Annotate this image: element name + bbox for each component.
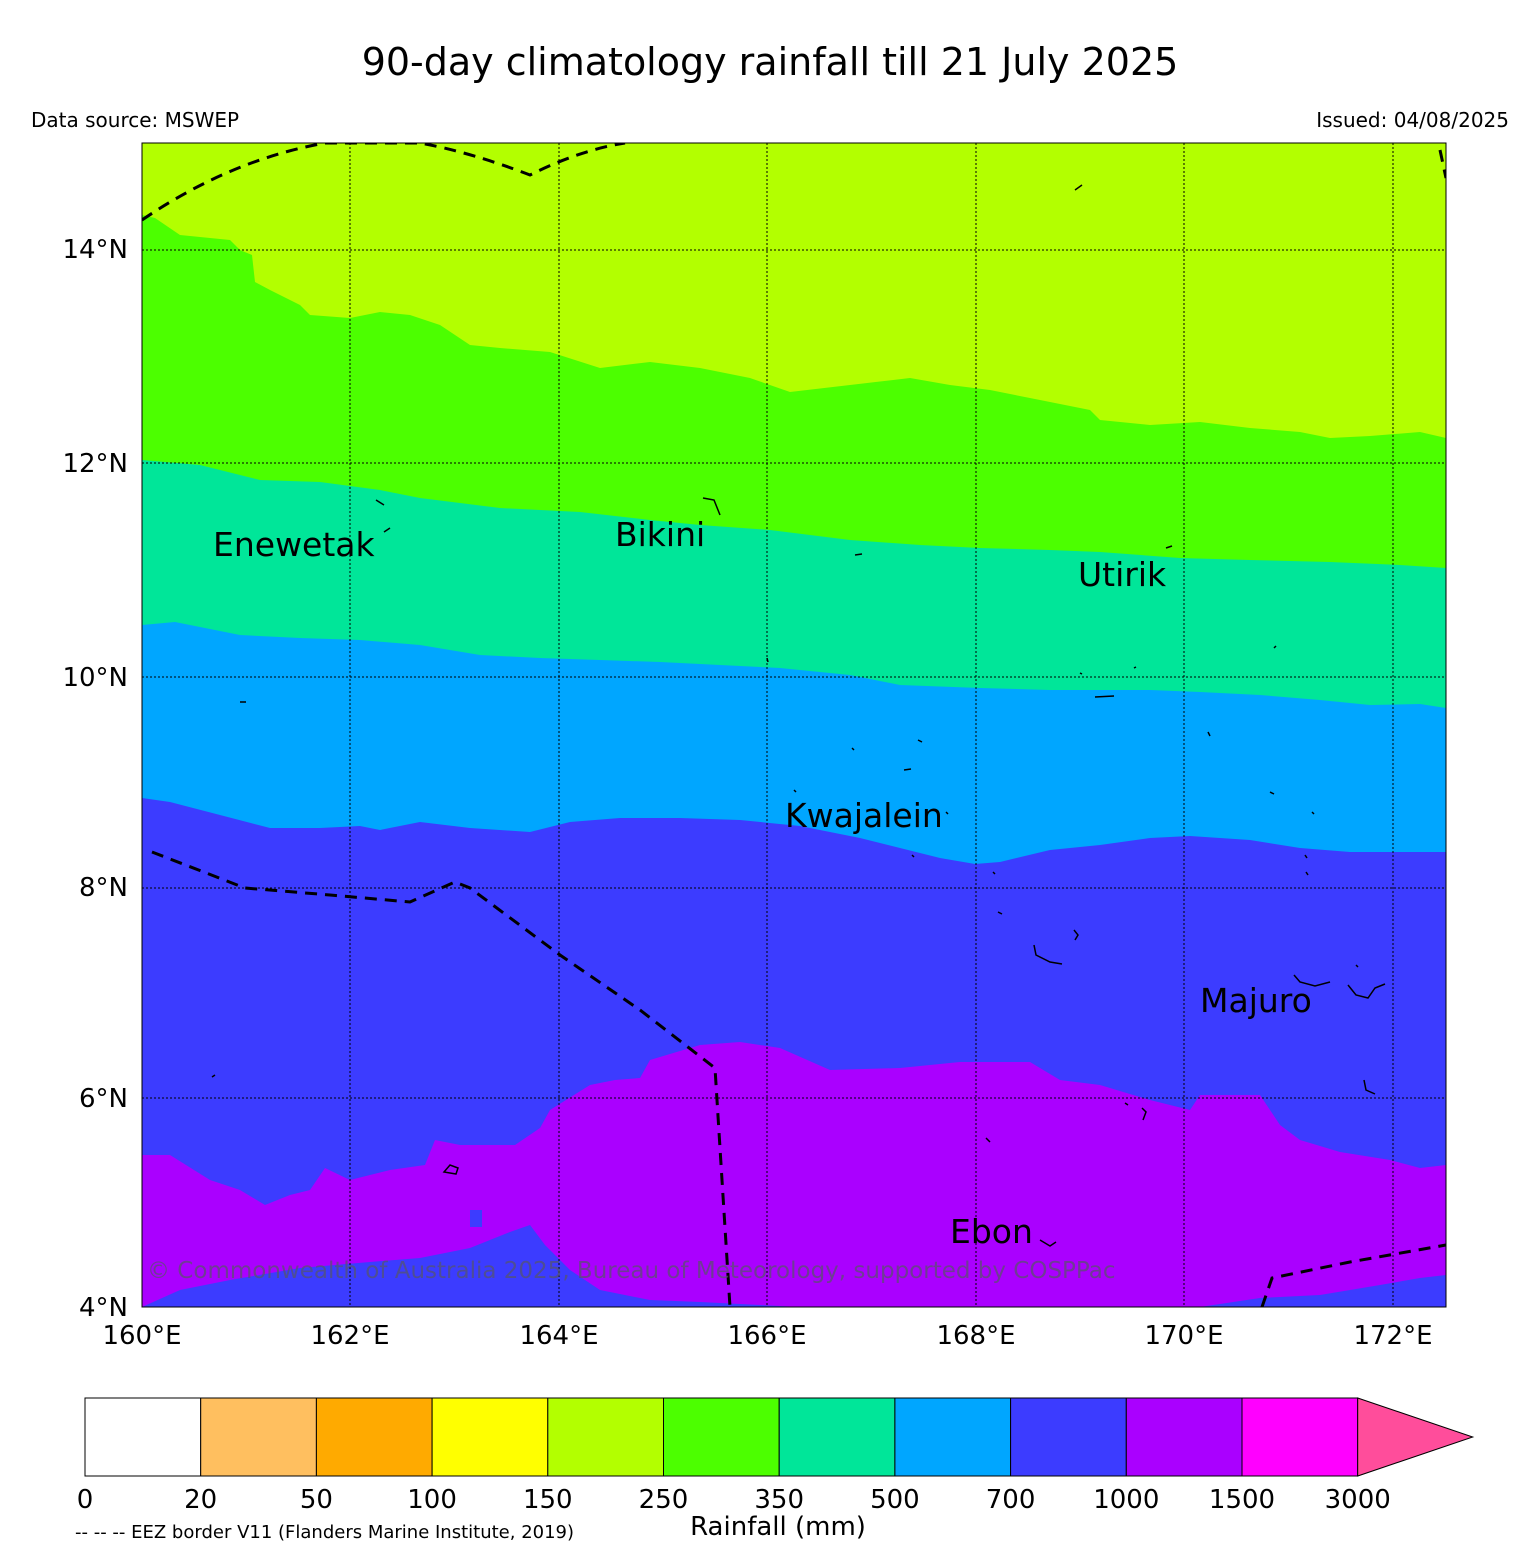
place-label-enewetak: Enewetak [213,525,376,564]
colorbar-tick-label: 1500 [1209,1485,1275,1515]
y-tick-label: 4°N [79,1293,128,1323]
graticule [142,143,1446,1307]
colorbar-segment [84,1397,202,1477]
colorbar-tick-label: 500 [870,1485,920,1515]
y-tick-label: 12°N [62,449,128,479]
x-tick-label: 164°E [519,1321,598,1351]
colorbar-tick-label: 1000 [1093,1485,1159,1515]
place-label-ebon: Ebon [950,1212,1033,1251]
colorbar-segment [1010,1397,1127,1477]
colorbar-tick-label: 150 [523,1485,573,1515]
colorbar-title: Rainfall (mm) [690,1512,866,1542]
place-label-bikini: Bikini [615,515,705,554]
colorbar-tick-label: 250 [639,1485,689,1515]
eez-border-legend: -- -- -- EEZ border V11 (Flanders Marine… [75,1522,575,1543]
colorbar-tick-label: 350 [754,1485,804,1515]
colorbar-tick-label: 20 [184,1485,217,1515]
colorbar-tick-label: 700 [986,1485,1036,1515]
band-700-1000-south [142,1225,800,1307]
y-axis-labels: 14°N 12°N 10°N 8°N 6°N 4°N [62,235,128,1323]
y-tick-label: 14°N [62,235,128,265]
y-tick-label: 10°N [62,663,128,693]
place-label-majuro: Majuro [1200,981,1312,1020]
colorbar-segment [547,1397,664,1477]
map-title: 90-day climatology rainfall till 21 July… [361,40,1179,84]
y-tick-label: 6°N [79,1084,128,1114]
y-tick-label: 8°N [79,873,128,903]
colorbar-segment [315,1397,433,1477]
band-1000-1500 [142,1042,1446,1307]
x-tick-label: 162°E [310,1321,389,1351]
colorbar-segment [1125,1397,1243,1477]
colorbar-tick-label: 50 [300,1485,333,1515]
x-axis-labels: 160°E 162°E 164°E 166°E 168°E 170°E 172°… [102,1321,1432,1351]
place-label-kwajalein: Kwajalein [785,796,943,835]
colorbar-tick-label: 0 [77,1485,94,1515]
place-label-utirik: Utirik [1078,555,1167,594]
copyright-notice: © Commonwealth of Australia 2025, Bureau… [147,1258,1116,1284]
colorbar-segment [663,1397,780,1477]
colorbar-extend-arrow [1357,1397,1475,1477]
x-tick-label: 172°E [1353,1321,1432,1351]
colorbar-segment [778,1397,896,1477]
eez-borders [142,143,1446,1307]
x-tick-label: 160°E [102,1321,181,1351]
rainfall-bands [142,143,1446,1307]
band-700-1000-patch [470,1210,482,1227]
colorbar-tick-label: 100 [407,1485,457,1515]
x-tick-label: 166°E [727,1321,806,1351]
island-outlines [211,184,1386,1247]
band-700-1000-southeast [1200,1275,1446,1307]
x-tick-label: 170°E [1144,1321,1223,1351]
colorbar-segment [200,1397,317,1477]
data-source-label: Data source: MSWEP [31,108,240,132]
colorbar-tick-label: 3000 [1325,1485,1391,1515]
colorbar-segment [1241,1397,1359,1477]
x-tick-label: 168°E [936,1321,1015,1351]
place-labels: Enewetak Bikini Utirik Kwajalein Majuro … [213,515,1312,1251]
issued-date-label: Issued: 04/08/2025 [1316,108,1509,132]
colorbar-segment [894,1397,1012,1477]
colorbar-segment [431,1397,549,1477]
colorbar: 0 20 50 100 150 250 350 500 700 1000 1500 3000 [77,1397,1475,1515]
map-frame [141,142,1447,1308]
